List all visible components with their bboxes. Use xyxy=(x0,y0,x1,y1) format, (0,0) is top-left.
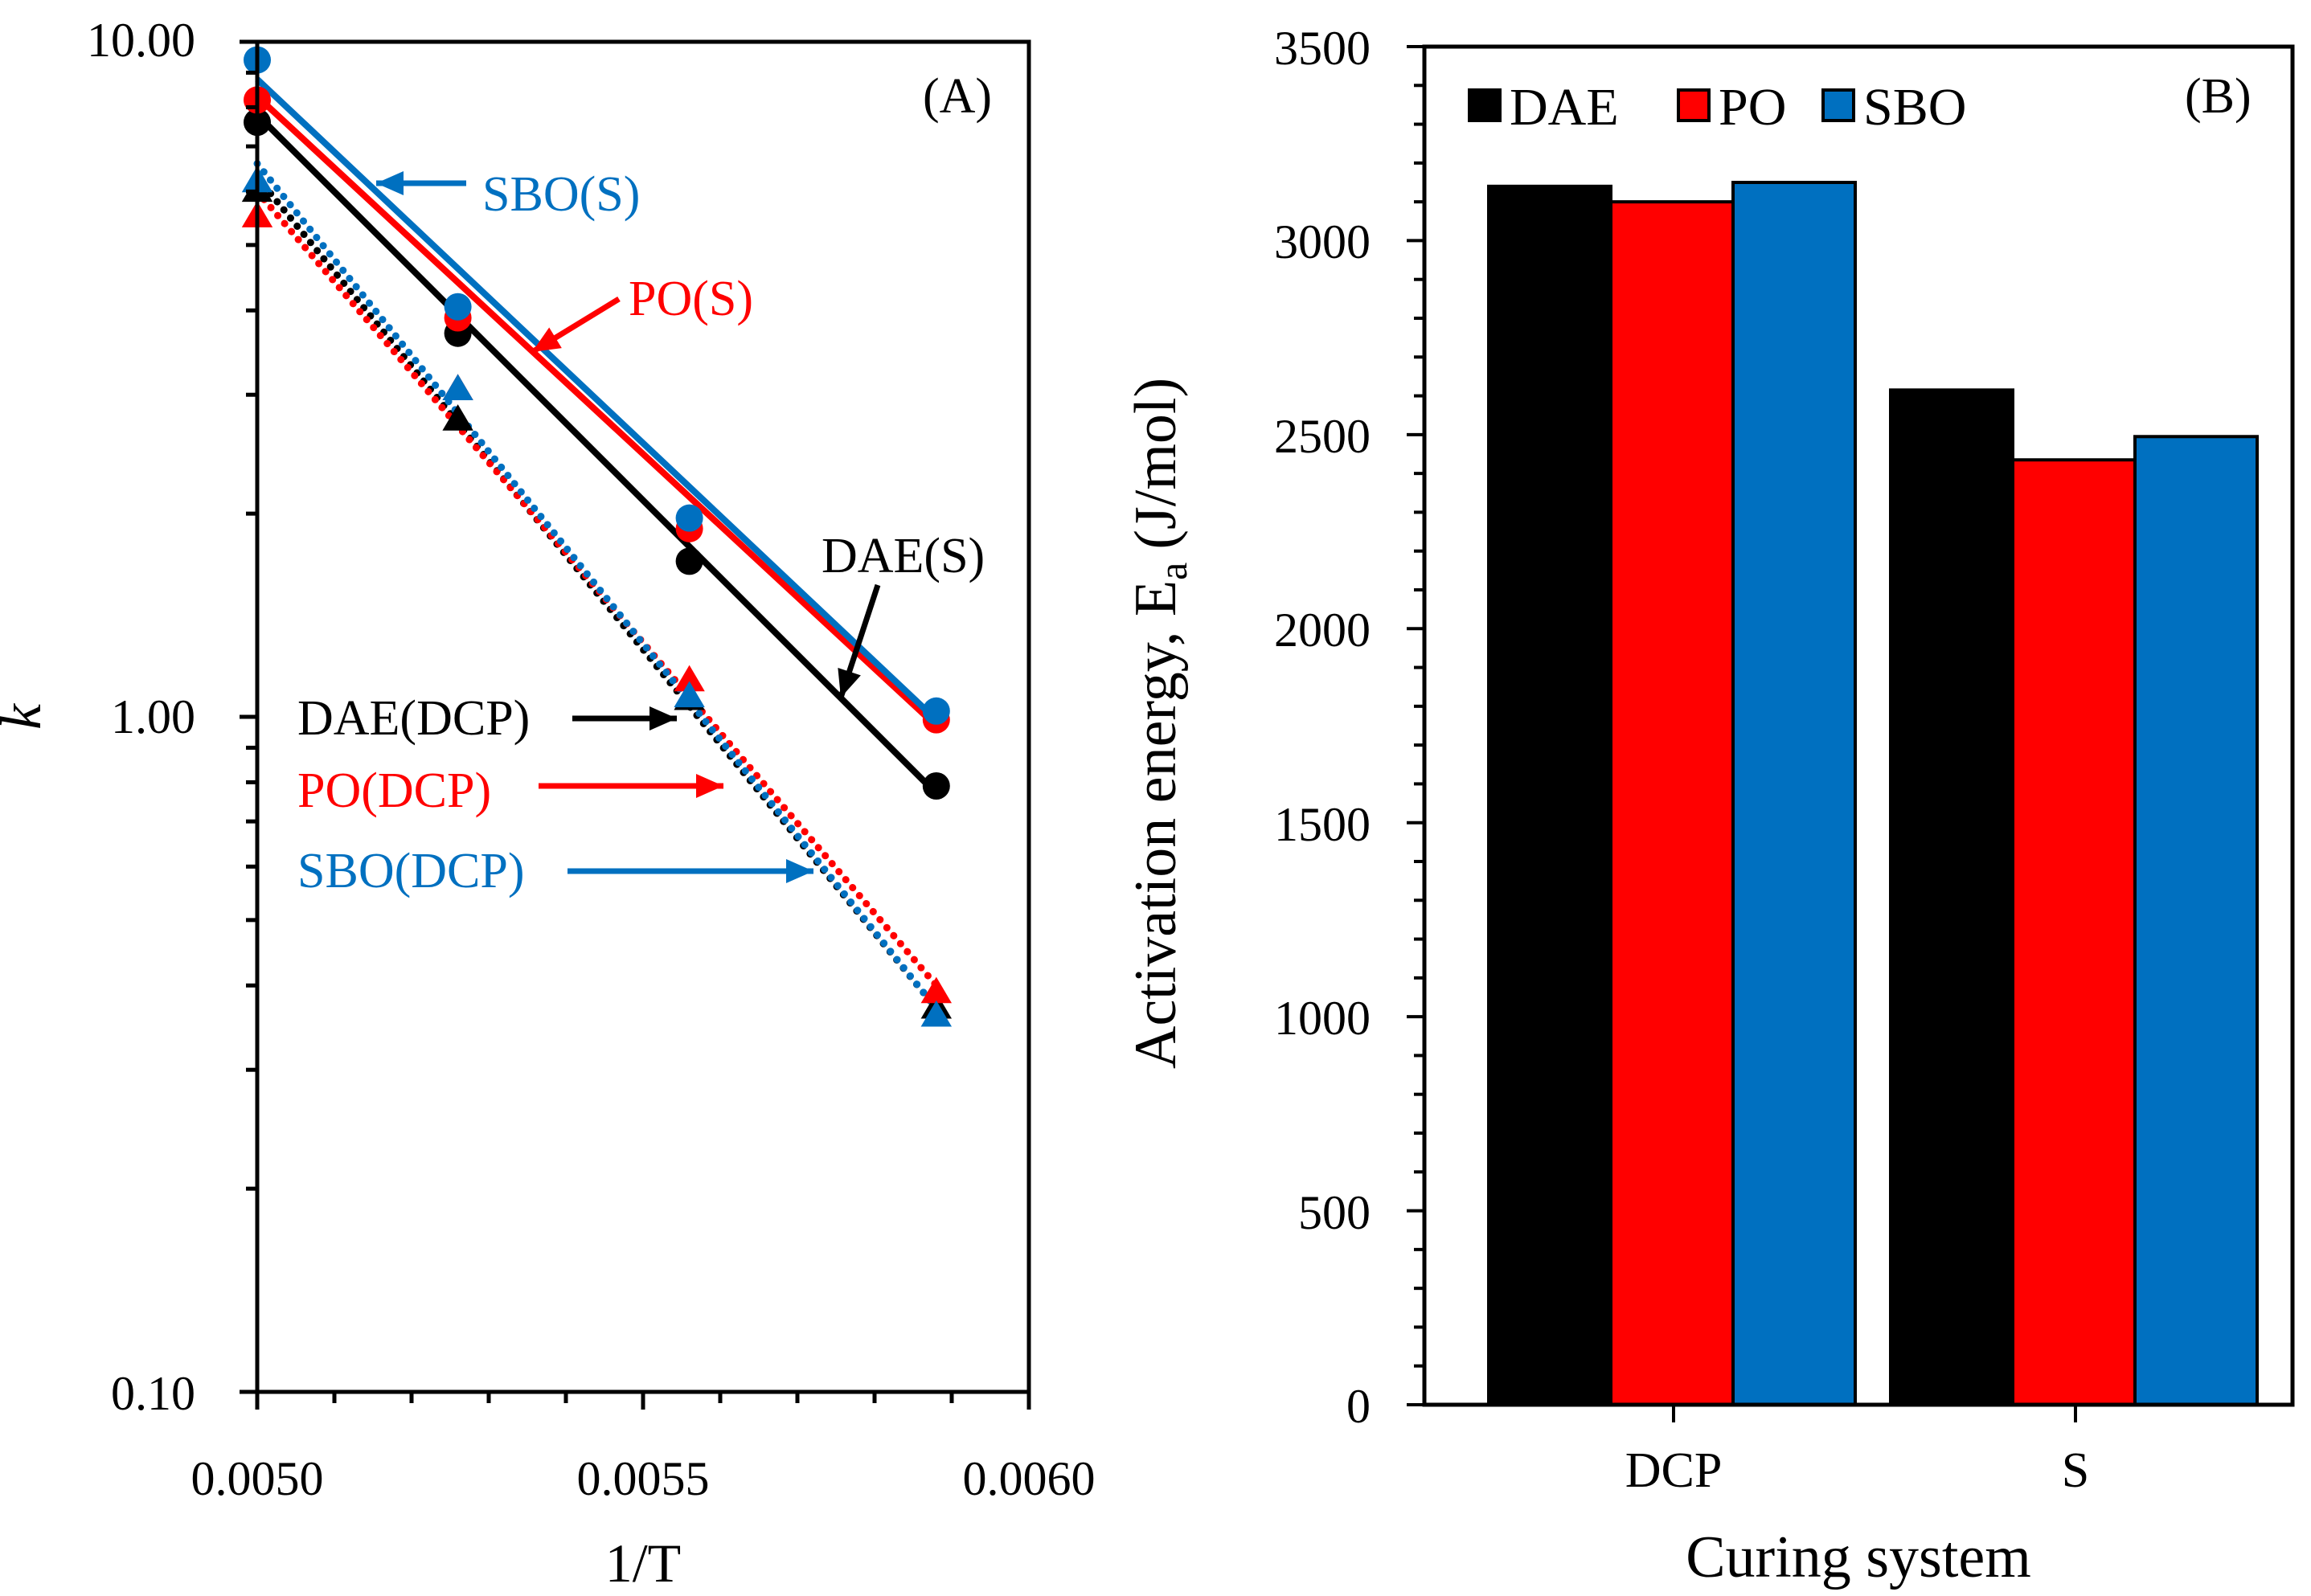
data-point xyxy=(442,374,473,400)
y-tick-label: 0.10 xyxy=(111,1367,195,1420)
y-axis-label: Activation energy, Ea (J/mol) xyxy=(1123,378,1195,1069)
y-tick-label: 10.00 xyxy=(87,14,195,67)
annotation-dae-dcp: DAE(DCP) xyxy=(297,691,530,746)
panel-label: (A) xyxy=(923,69,992,124)
legend: DAE PO SBO xyxy=(1468,78,1966,137)
y-axis-label-subscript: a xyxy=(1150,563,1195,580)
y-tick-label: 1000 xyxy=(1274,992,1371,1045)
annotation-po-dcp: PO(DCP) xyxy=(297,763,491,818)
annotation-po-s: PO(S) xyxy=(629,272,753,326)
data-point xyxy=(442,404,473,431)
bar xyxy=(1731,181,1857,1406)
x-tick-label: 0.0060 xyxy=(963,1452,1096,1505)
y-tick-label: 500 xyxy=(1298,1186,1371,1239)
y-tick-label: 1.00 xyxy=(111,690,195,743)
annotation-dae-s: DAE(S) xyxy=(822,529,985,583)
panel-b-ticks xyxy=(1407,45,2077,1422)
bar xyxy=(2133,435,2259,1406)
data-point xyxy=(444,293,472,321)
category-label-dcp: DCP xyxy=(1625,1443,1723,1498)
annotation-arrowhead xyxy=(649,706,677,730)
data-point xyxy=(675,504,703,532)
legend-swatch-dae xyxy=(1468,88,1502,122)
legend-label-sbo: SBO xyxy=(1863,78,1966,137)
y-tick-label: 1500 xyxy=(1274,798,1371,851)
annotation-arrowhead xyxy=(786,859,813,883)
panel-b-chart: 0 500 1000 1500 2000 2500 3000 3500 DCP … xyxy=(1123,22,2295,1590)
x-axis-label: 1/T xyxy=(605,1533,681,1594)
annotation-sbo-dcp: SBO(DCP) xyxy=(297,844,525,898)
annotation-sbo-s: SBO(S) xyxy=(482,167,640,222)
y-tick-label: 3000 xyxy=(1274,215,1371,268)
data-point xyxy=(920,1000,952,1027)
panel-a-arrows xyxy=(376,171,881,883)
panel-a-chart: 10.00 1.00 0.10 0.0050 0.0055 0.0060 1/T… xyxy=(0,14,1096,1594)
fit-line xyxy=(253,160,940,1013)
panel-a-fit-lines xyxy=(253,76,940,1013)
legend-label-po: PO xyxy=(1719,78,1786,137)
x-axis-label: Curing system xyxy=(1686,1524,2031,1590)
x-tick-label: 0.0055 xyxy=(577,1452,710,1505)
data-point xyxy=(922,697,950,725)
data-point xyxy=(922,771,950,800)
y-tick-label: 0 xyxy=(1346,1380,1371,1433)
panel-a-x-ticks xyxy=(255,1392,1031,1410)
bar xyxy=(1609,200,1735,1407)
annotation-arrowhead xyxy=(838,668,861,698)
annotation-arrowhead xyxy=(376,171,404,195)
legend-swatch-po xyxy=(1677,88,1711,122)
x-tick-label: 0.0050 xyxy=(191,1452,324,1505)
y-axis-label-unit: (J/mol) xyxy=(1123,378,1189,550)
bar xyxy=(2011,458,2137,1407)
panel-label: (B) xyxy=(2185,69,2252,124)
data-point xyxy=(674,665,705,692)
y-tick-label: 2000 xyxy=(1274,604,1371,657)
fit-line xyxy=(255,94,939,729)
panel-b-bars xyxy=(1487,181,2259,1407)
y-axis-label-main: Activation energy, E xyxy=(1123,580,1189,1069)
category-label-s: S xyxy=(2062,1443,2089,1498)
annotation-arrowhead xyxy=(696,774,723,798)
bar xyxy=(1487,184,1612,1406)
panel-b-plot-frame xyxy=(1422,44,2295,1407)
legend-swatch-sbo xyxy=(1821,88,1855,122)
annotation-arrowhead xyxy=(532,327,562,352)
bar xyxy=(1889,388,2014,1406)
data-point xyxy=(675,547,703,575)
y-axis-label: k xyxy=(0,702,53,730)
fit-line xyxy=(253,187,940,989)
legend-label-dae: DAE xyxy=(1510,78,1619,137)
data-point xyxy=(674,681,705,708)
panel-a-y-ticks xyxy=(240,39,257,1394)
fit-line xyxy=(255,112,939,796)
y-tick-label: 3500 xyxy=(1274,22,1371,75)
data-point xyxy=(920,976,952,1004)
y-tick-label: 2500 xyxy=(1274,410,1371,463)
fit-line xyxy=(255,76,939,722)
